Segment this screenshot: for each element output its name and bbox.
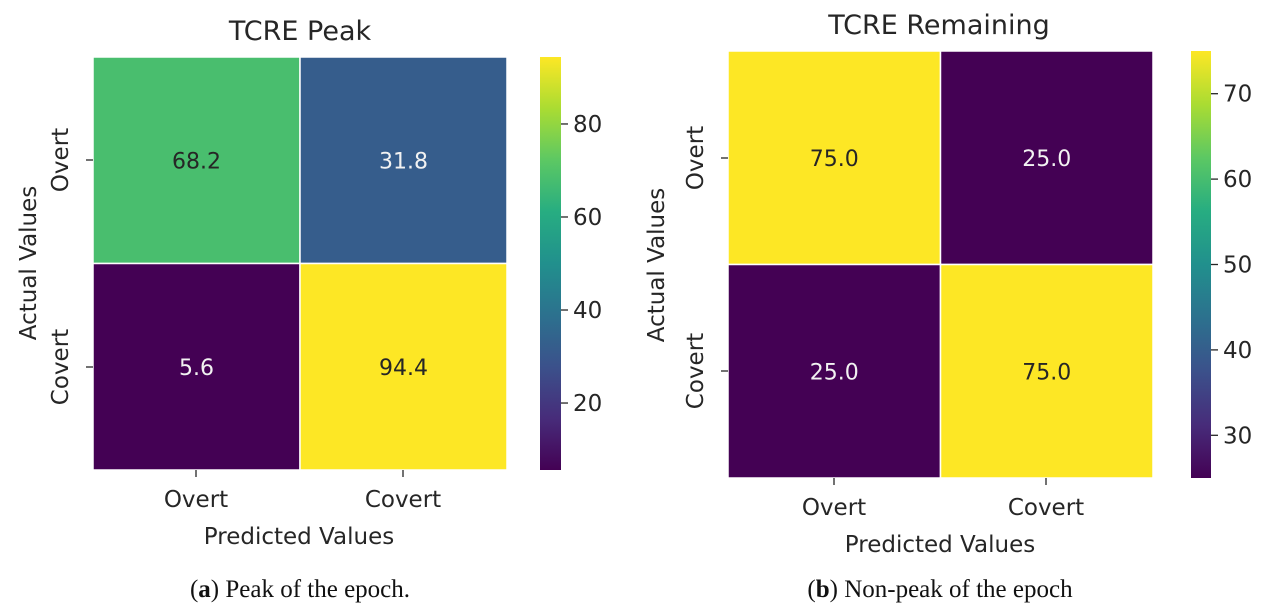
- x-axis-label: Predicted Values: [845, 532, 1035, 558]
- cell-value-label: 75.0: [1022, 360, 1071, 385]
- caption-letter: a: [198, 576, 211, 603]
- x-tick-label: Overt: [802, 495, 866, 521]
- caption-letter: b: [816, 576, 830, 603]
- x-tick-label: Covert: [1008, 495, 1084, 521]
- colorbar: [1191, 51, 1211, 478]
- y-tick-label: Covert: [48, 329, 74, 405]
- caption-a: (a) Peak of the epoch.: [190, 576, 410, 603]
- cell-value-label: 25.0: [1022, 147, 1071, 172]
- heatmap-cell: [727, 263, 942, 479]
- y-tick-label: Overt: [683, 126, 709, 190]
- colorbar-tick-label: 60: [1223, 167, 1252, 193]
- heatmap-panel-b: TCRE Remaining 75.0 25.0 25.0 75.0 30 40 50 60…: [644, 10, 1252, 603]
- caption-text: ) Peak of the epoch.: [211, 576, 410, 603]
- cell-value-label: 94.4: [379, 356, 428, 381]
- heatmap-cells: 75.0 25.0 25.0 75.0: [727, 50, 1154, 479]
- colorbar-tick-label: 30: [1223, 423, 1252, 449]
- cell-value-label: 5.6: [179, 356, 214, 381]
- heatmap-cell: [92, 56, 301, 265]
- colorbar-ticks: 20 40 60 80: [561, 112, 602, 417]
- axis-ticks: Overt Covert Overt Covert: [48, 128, 441, 513]
- caption-text: ) Non-peak of the epoch: [830, 576, 1073, 603]
- chart-title: TCRE Remaining: [827, 10, 1050, 41]
- chart-title: TCRE Peak: [228, 16, 372, 47]
- heatmap-cell: [92, 262, 301, 471]
- heatmap-cell: [727, 50, 942, 266]
- caption-b: (b) Non-peak of the epoch: [807, 576, 1073, 603]
- y-axis-label: Actual Values: [16, 186, 42, 341]
- cell-value-label: 25.0: [810, 360, 859, 385]
- colorbar-tick-label: 40: [573, 298, 602, 324]
- x-tick-label: Overt: [164, 487, 228, 513]
- y-tick-label: Covert: [683, 333, 709, 409]
- heatmap-cell: [299, 56, 508, 265]
- heatmap-cells: 68.2 31.8 5.6 94.4: [92, 56, 508, 471]
- colorbar-tick-label: 70: [1223, 82, 1252, 108]
- y-tick-label: Overt: [48, 128, 74, 192]
- colorbar: [540, 57, 561, 470]
- x-axis-label: Predicted Values: [204, 524, 394, 550]
- colorbar-tick-label: 60: [573, 205, 602, 231]
- cell-value-label: 75.0: [810, 147, 859, 172]
- colorbar-ticks: 30 40 50 60 70: [1211, 82, 1252, 449]
- colorbar-tick-label: 80: [573, 112, 602, 138]
- y-axis-label: Actual Values: [644, 188, 670, 343]
- heatmap-cell: [939, 50, 1154, 266]
- heatmap-cell: [299, 262, 508, 471]
- cell-value-label: 31.8: [379, 149, 428, 174]
- colorbar-tick-label: 40: [1223, 338, 1252, 364]
- cell-value-label: 68.2: [172, 149, 221, 174]
- axis-ticks: Overt Covert Overt Covert: [683, 126, 1084, 521]
- colorbar-tick-label: 20: [573, 391, 602, 417]
- colorbar-tick-label: 50: [1223, 253, 1252, 279]
- x-tick-label: Covert: [365, 487, 441, 513]
- heatmap-cell: [939, 263, 1154, 479]
- heatmap-panel-a: TCRE Peak 68.2 31.8 5.6 94.4 20 40 60 80 Overt…: [16, 16, 602, 603]
